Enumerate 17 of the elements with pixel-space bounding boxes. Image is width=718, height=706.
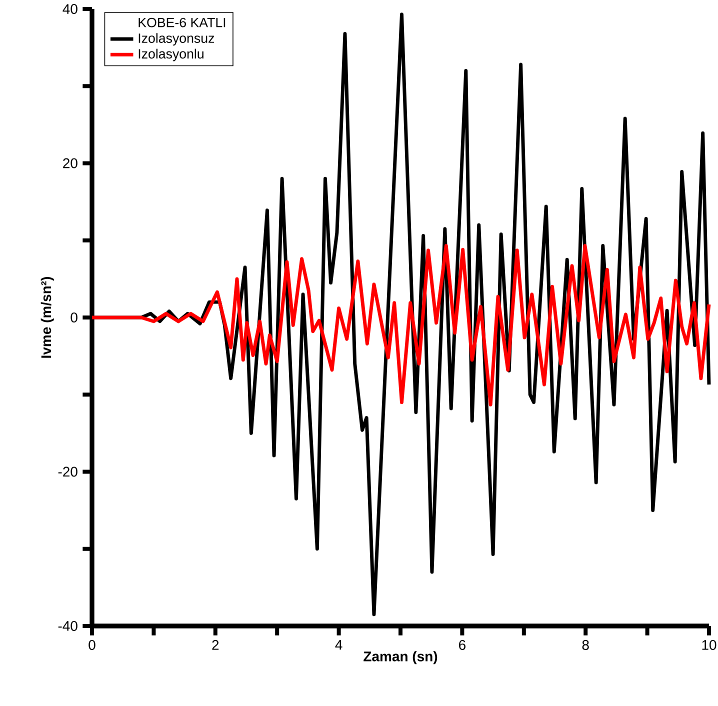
- line-series: [90, 244, 711, 406]
- y-axis-title: Ivme (m/sn²): [40, 276, 54, 358]
- x-tick-label: 2: [212, 640, 219, 650]
- y-tick-label: -40: [58, 621, 78, 631]
- x-tick-label: 8: [582, 640, 589, 650]
- legend-title: KOBE-6 KATLI: [138, 18, 226, 28]
- x-tick-label: 0: [88, 640, 96, 650]
- legend-label: Izolasyonlu: [138, 48, 204, 62]
- x-tick-label: 6: [459, 640, 466, 650]
- x-tick-label: 4: [335, 640, 342, 650]
- y-tick-label: 20: [63, 158, 78, 168]
- x-axis-title: Zaman (sn): [364, 651, 438, 664]
- legend-label: Izolasyonsuz: [138, 33, 214, 46]
- y-tick-label: 40: [62, 4, 78, 14]
- y-tick-label: 0: [70, 312, 78, 322]
- y-tick-label: -20: [58, 466, 78, 477]
- x-tick-label: 10: [702, 640, 716, 650]
